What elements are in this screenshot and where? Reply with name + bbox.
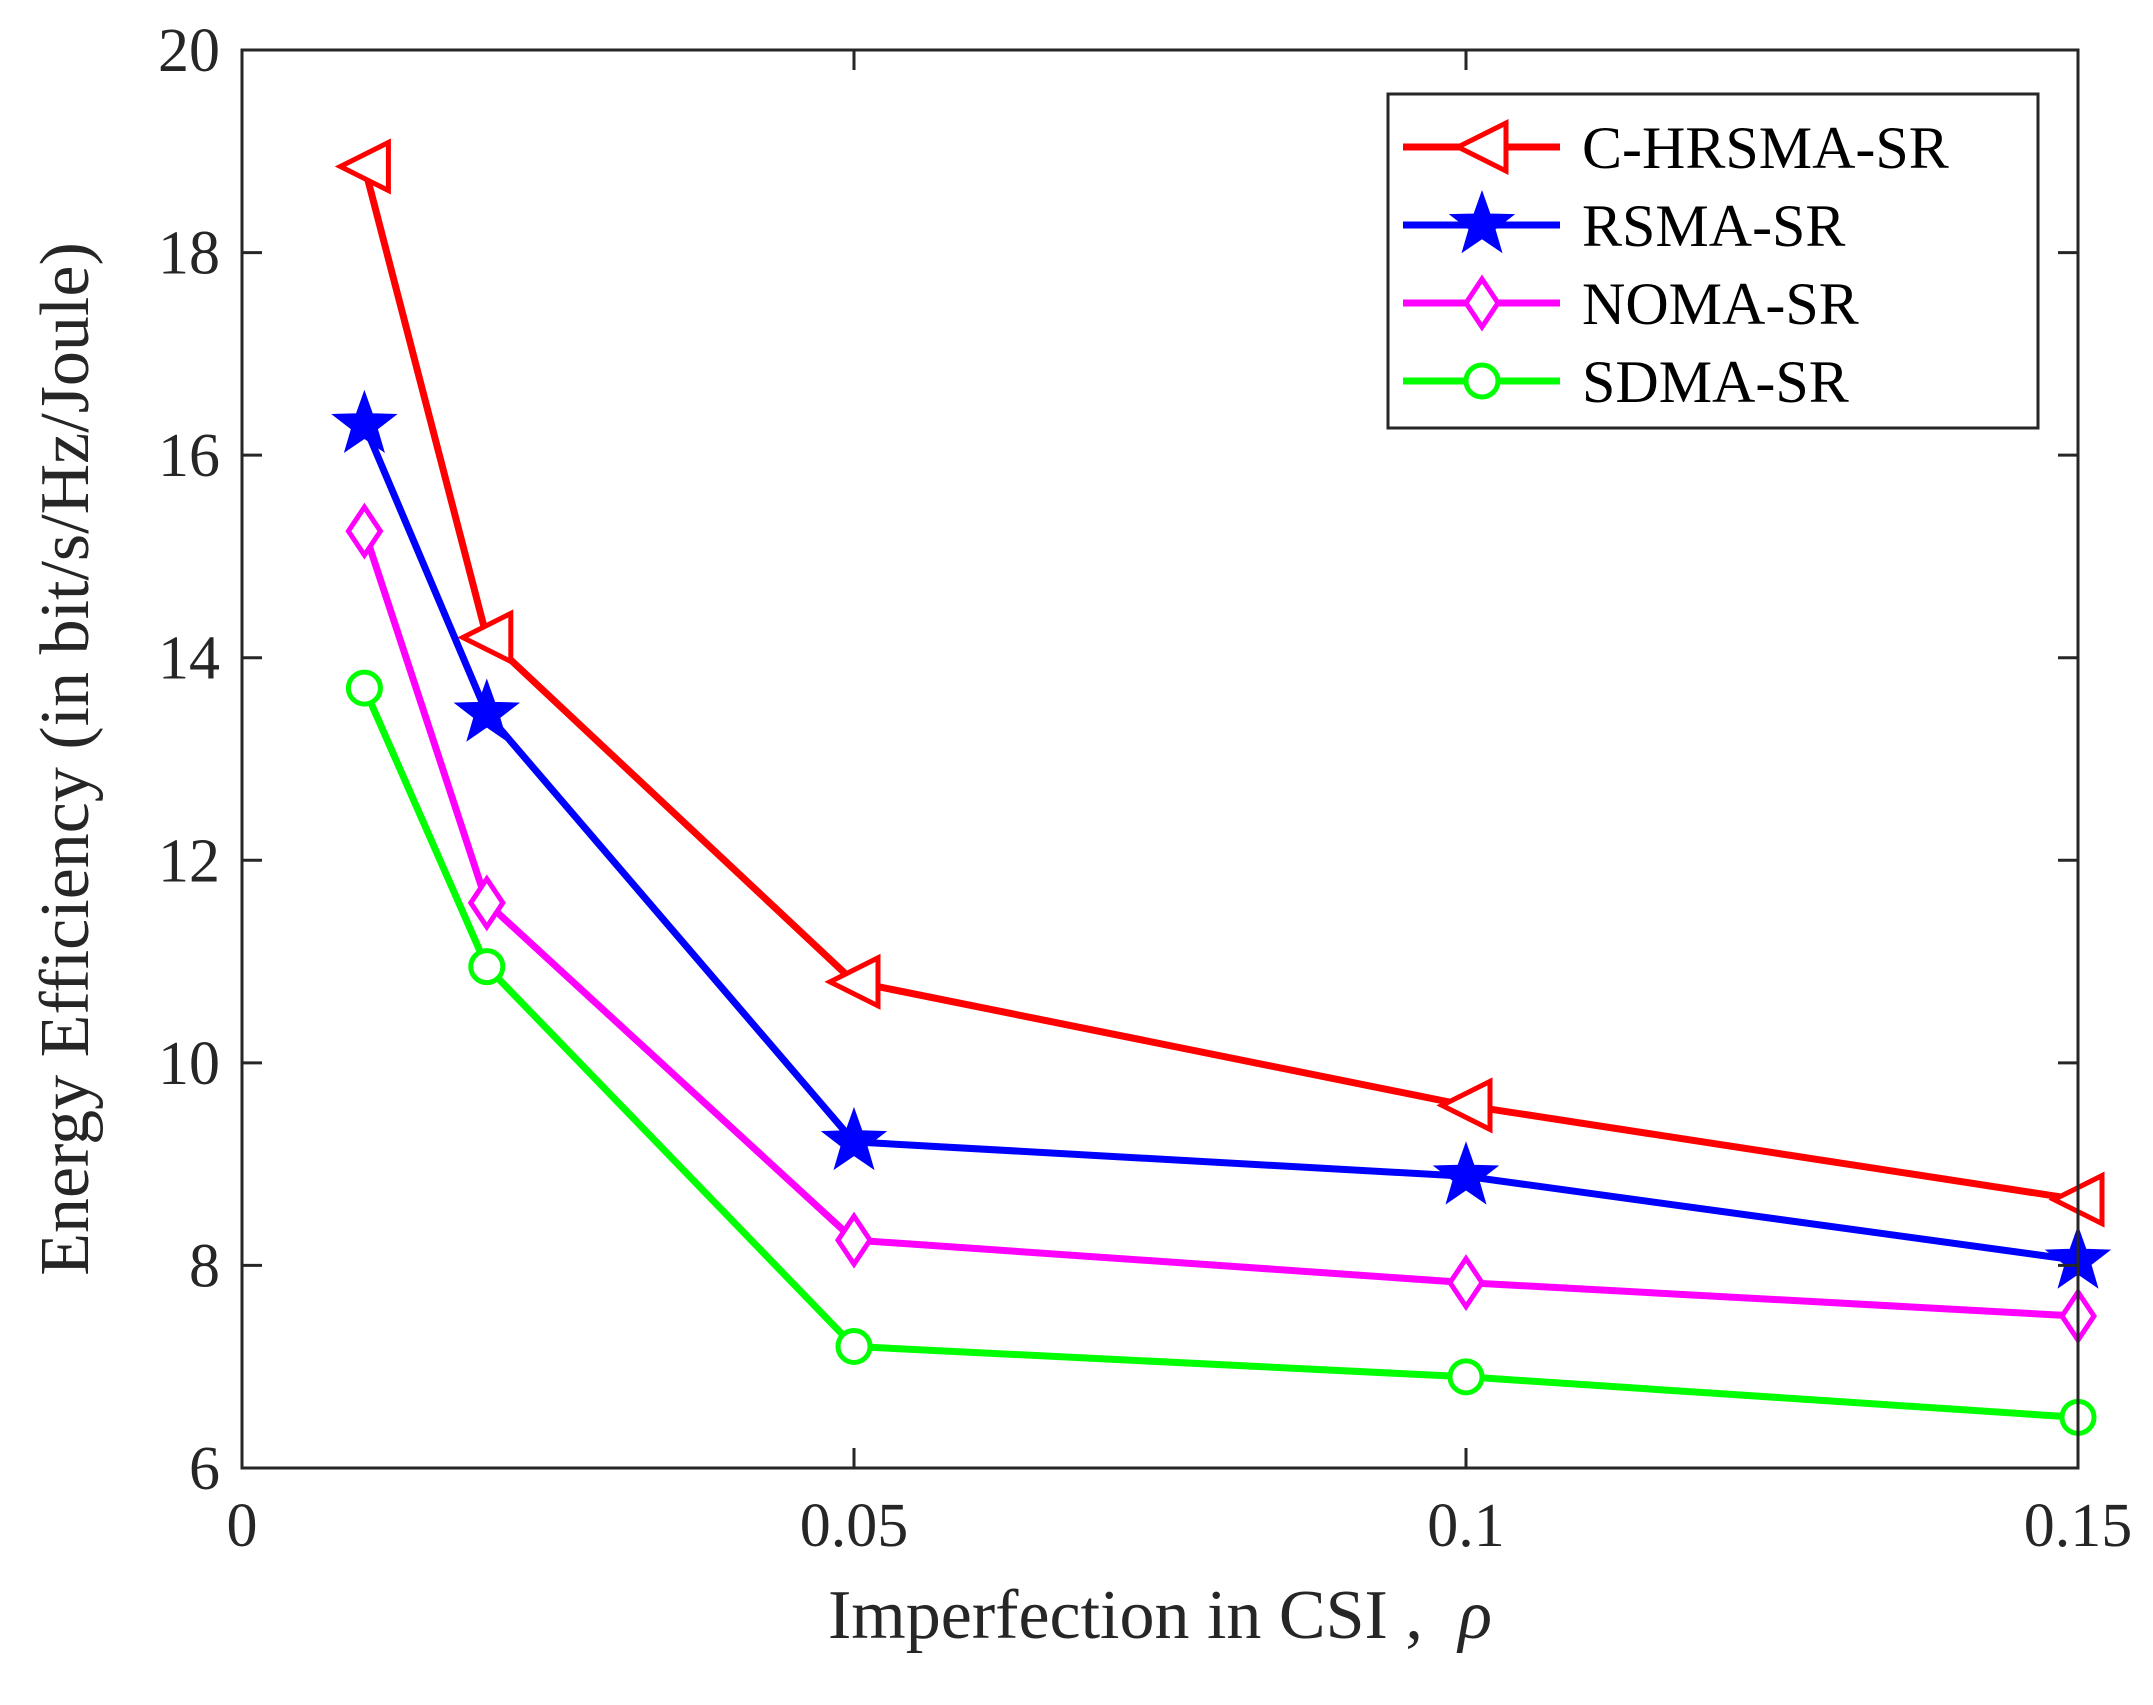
data-point xyxy=(345,669,383,707)
legend: C-HRSMA-SR RSMA-SR NOMA-SR SDMA-SR xyxy=(1386,92,2040,430)
legend-marker xyxy=(1452,118,1509,176)
data-point xyxy=(835,1327,873,1365)
data-point xyxy=(1447,1358,1485,1396)
legend-item: NOMA-SR xyxy=(1403,271,1859,337)
data-point xyxy=(820,1106,888,1171)
x-tick-label: 0.05 xyxy=(800,1492,909,1560)
legend-label: C-HRSMA-SR xyxy=(1582,115,1949,181)
legend-item: RSMA-SR xyxy=(1403,189,1845,259)
y-tick-label: 6 xyxy=(189,1435,220,1503)
data-point xyxy=(453,678,521,742)
x-tick-label: 0 xyxy=(227,1492,258,1560)
y-axis-label: Energy Efficiency (in bit/s/Hz/Joule) xyxy=(27,242,104,1276)
y-tick-label: 20 xyxy=(158,17,220,85)
data-point xyxy=(1432,1141,1500,1205)
data-point xyxy=(1446,1254,1486,1312)
data-point xyxy=(467,874,506,932)
data-point xyxy=(345,502,384,560)
legend-label: SDMA-SR xyxy=(1582,349,1849,415)
y-tick-label: 10 xyxy=(158,1030,220,1098)
legend-label: NOMA-SR xyxy=(1582,271,1859,337)
x-axis-label: Imperfection in CSI , ρ xyxy=(828,1577,1492,1654)
y-tick-label: 12 xyxy=(158,827,220,895)
data-point xyxy=(468,948,506,986)
data-point xyxy=(334,138,391,195)
x-axis-label-symbol: ρ xyxy=(1456,1577,1492,1654)
series-layer xyxy=(331,138,2112,1436)
legend-item: SDMA-SR xyxy=(1403,349,1849,415)
series-sdma-sr xyxy=(345,669,2097,1436)
plot-frame xyxy=(240,48,2080,1470)
data-point xyxy=(834,1211,874,1269)
x-tick-label: 0.1 xyxy=(1427,1492,1505,1560)
legend-item: C-HRSMA-SR xyxy=(1403,115,1949,181)
legend-marker xyxy=(1462,274,1502,332)
data-point xyxy=(1436,1077,1493,1134)
x-tick-label: 0.15 xyxy=(2024,1492,2133,1560)
y-tick-label: 18 xyxy=(158,220,220,288)
data-point xyxy=(824,953,881,1010)
legend-marker xyxy=(1463,362,1501,400)
legend-marker xyxy=(1448,189,1516,254)
y-tick-label: 8 xyxy=(189,1232,220,1300)
legend-label: RSMA-SR xyxy=(1582,193,1845,259)
ticks-layer: 0 0.05 0.1 0.15 6 8 10 12 14 16 18 20 xyxy=(158,17,2132,1560)
y-tick-label: 16 xyxy=(158,422,220,490)
y-tick-label: 14 xyxy=(158,625,220,693)
data-point xyxy=(331,389,398,453)
x-axis-label-text: Imperfection in CSI , xyxy=(828,1577,1423,1654)
data-point xyxy=(457,609,514,666)
series-noma-sr xyxy=(345,502,2098,1345)
